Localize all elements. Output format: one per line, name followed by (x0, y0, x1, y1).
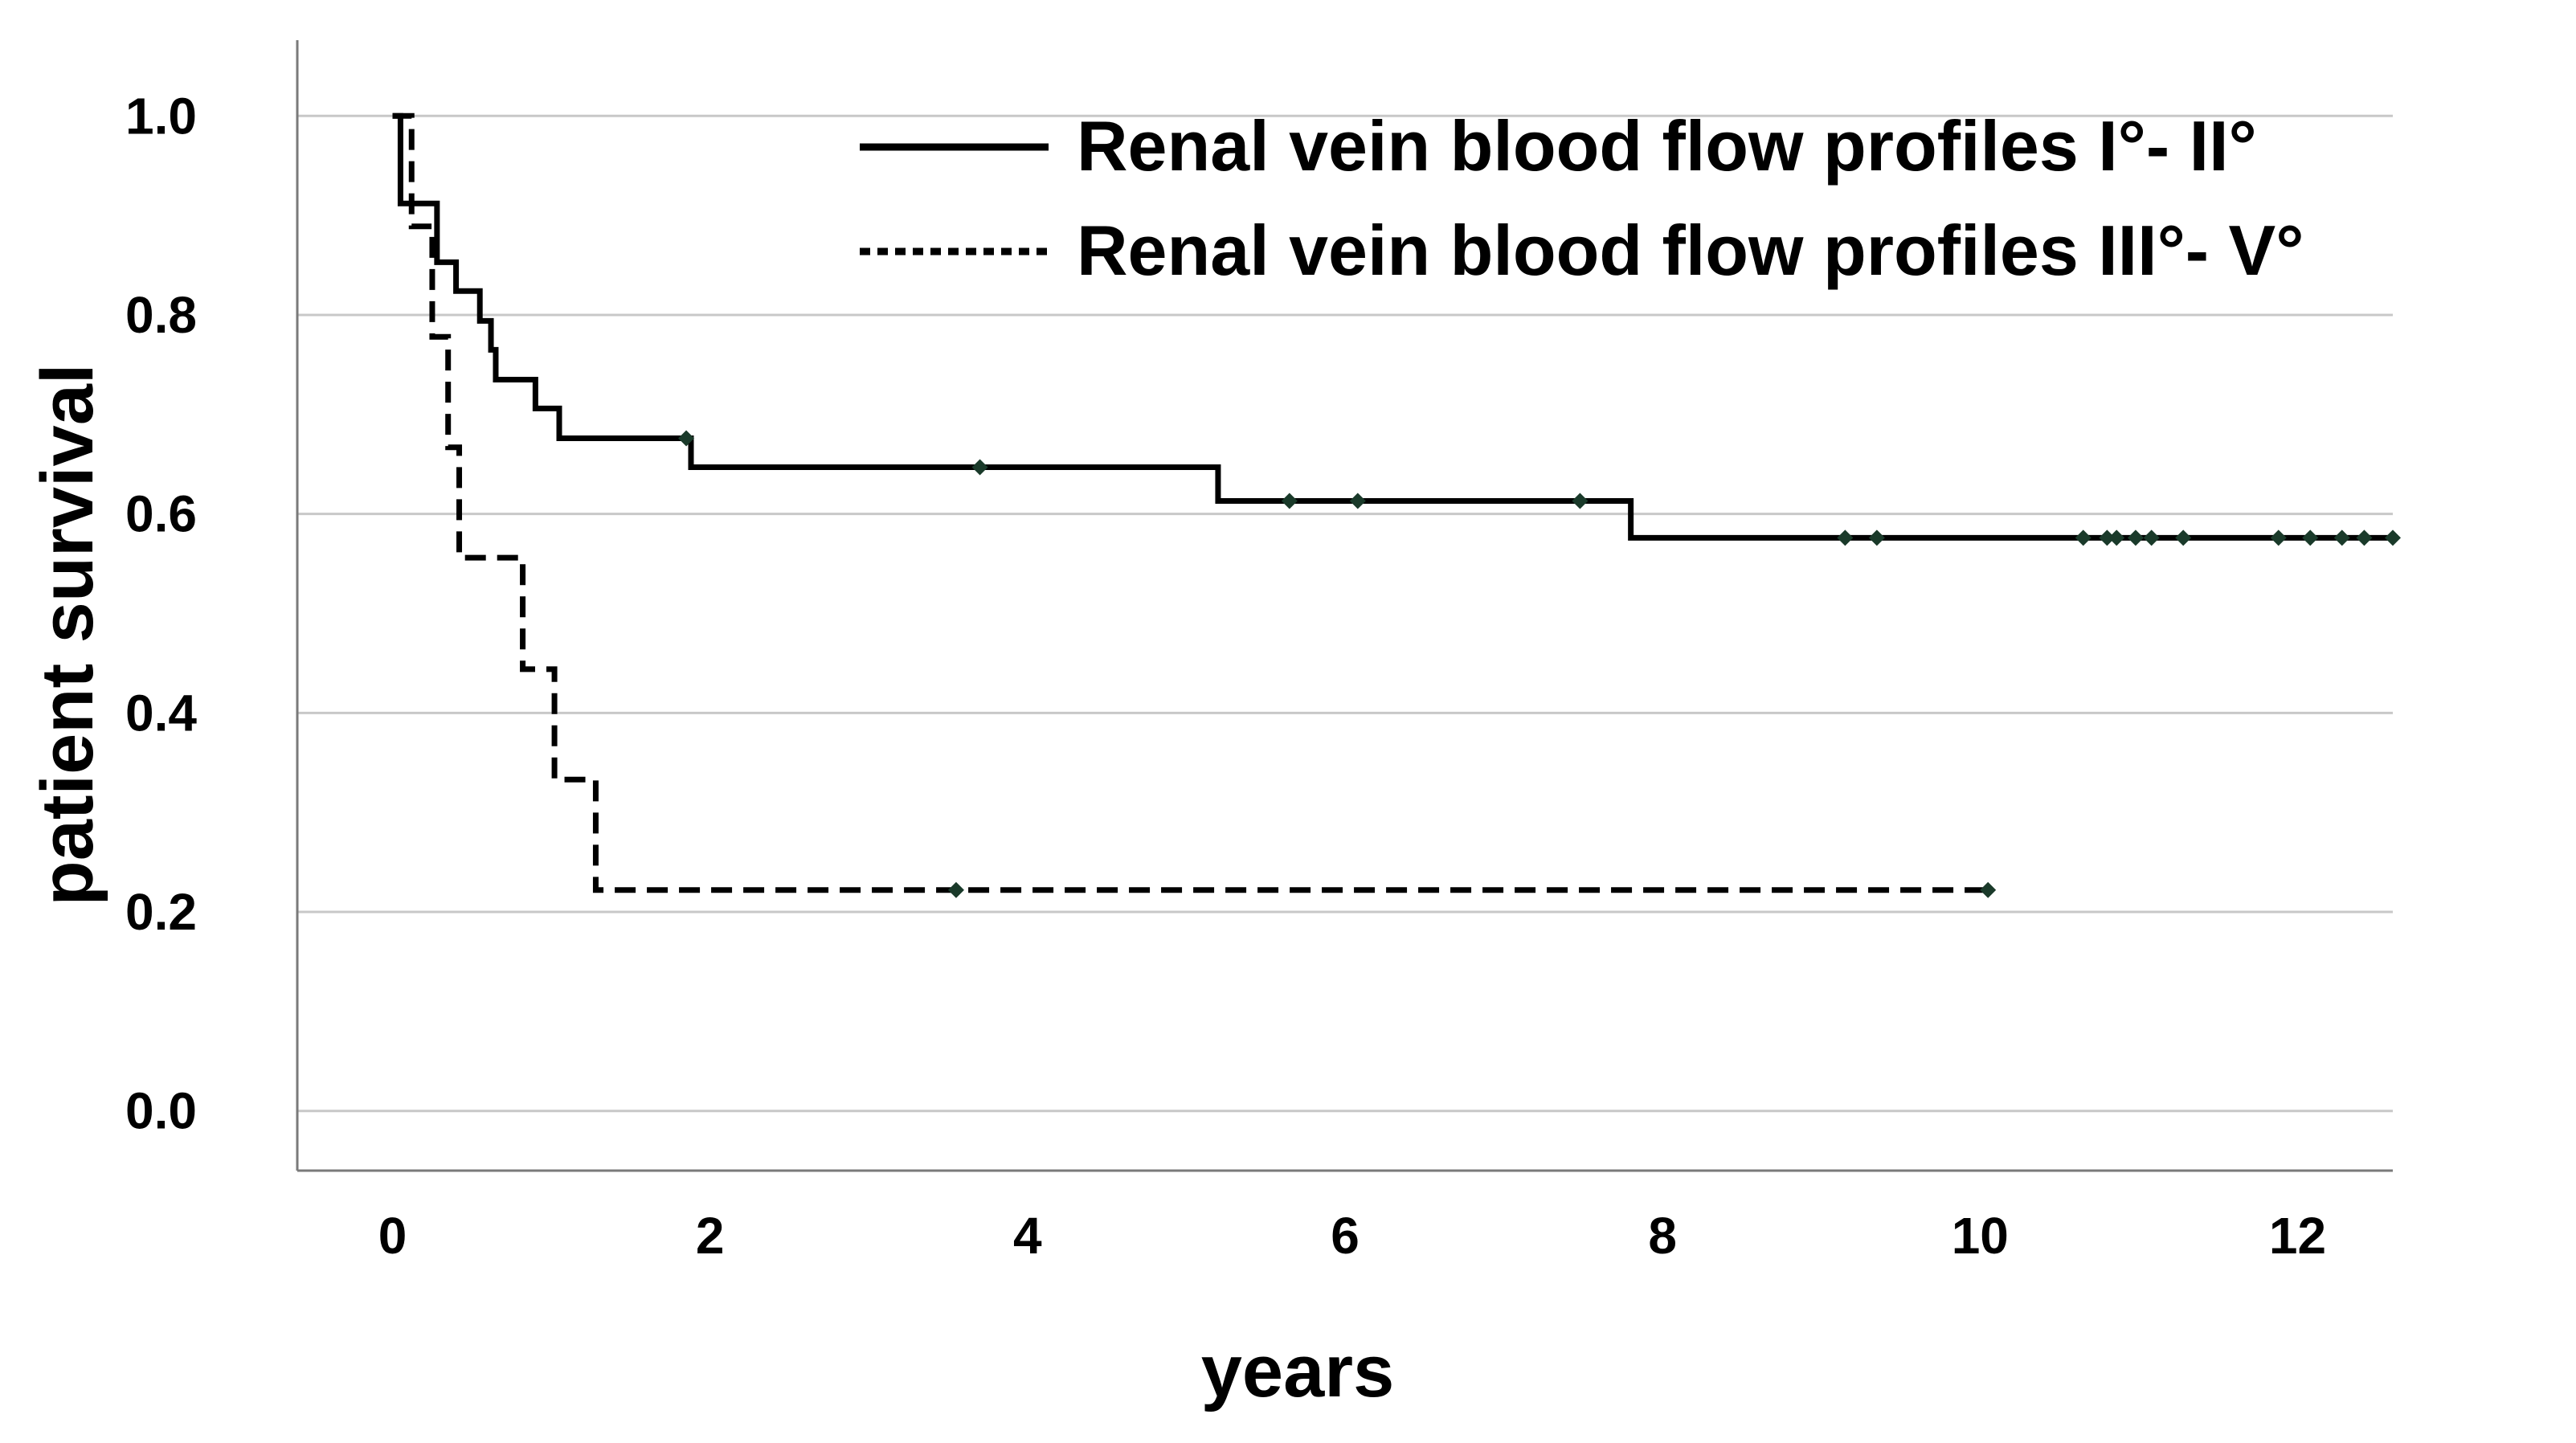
x-tick-labels: 0 2 4 6 8 10 12 (378, 1207, 2326, 1265)
censor-mark (1281, 493, 1298, 509)
x-tick-label: 12 (2269, 1207, 2326, 1265)
series-line-dashed (392, 112, 1989, 893)
legend-label-dashed: Renal vein blood flow profiles III°- V° (1077, 211, 2304, 290)
legend-label-solid: Renal vein blood flow profiles I°- II° (1077, 106, 2257, 186)
censor-mark (2385, 529, 2401, 546)
x-tick-label: 10 (1952, 1207, 2009, 1265)
grid (297, 114, 2393, 1113)
y-tick-label: 0.6 (125, 485, 197, 543)
y-axis-title: patient survival (27, 364, 108, 906)
y-tick-label: 0.8 (125, 286, 197, 344)
x-tick-label: 8 (1648, 1207, 1677, 1265)
censor-mark (2075, 529, 2091, 546)
x-axis-title: years (1201, 1331, 1394, 1412)
censor-mark (947, 881, 964, 898)
axes (296, 40, 2393, 1172)
censor-marks (678, 430, 2401, 898)
y-tick-label: 0.2 (125, 883, 197, 941)
x-tick-label: 4 (1013, 1207, 1042, 1265)
series-lines (392, 112, 2393, 893)
censor-mark (2302, 529, 2319, 546)
x-tick-label: 0 (378, 1207, 407, 1265)
censor-mark (2099, 529, 2116, 546)
y-tick-label: 0.0 (125, 1082, 197, 1140)
censor-mark (1980, 881, 1997, 898)
y-tick-label: 0.4 (125, 684, 197, 742)
censor-mark (1349, 493, 1366, 509)
censor-mark (1868, 529, 1885, 546)
censor-mark (2127, 529, 2144, 546)
censor-mark (1572, 493, 1589, 509)
censor-mark (2270, 529, 2287, 546)
legend: Renal vein blood flow profiles I°- II° R… (860, 106, 2304, 290)
censor-mark (1837, 529, 1854, 546)
censor-mark (2356, 529, 2373, 546)
censor-mark (2333, 529, 2350, 546)
censor-mark (2108, 529, 2125, 546)
series-line-solid (392, 112, 2393, 541)
censor-mark (2143, 529, 2160, 546)
x-tick-label: 2 (696, 1207, 725, 1265)
x-tick-label: 6 (1331, 1207, 1360, 1265)
y-tick-labels: 0.0 0.2 0.4 0.6 0.8 1.0 (125, 87, 197, 1139)
censor-mark (678, 430, 695, 447)
y-tick-label: 1.0 (125, 87, 197, 145)
censor-mark (2175, 529, 2192, 546)
censor-mark (971, 459, 988, 476)
